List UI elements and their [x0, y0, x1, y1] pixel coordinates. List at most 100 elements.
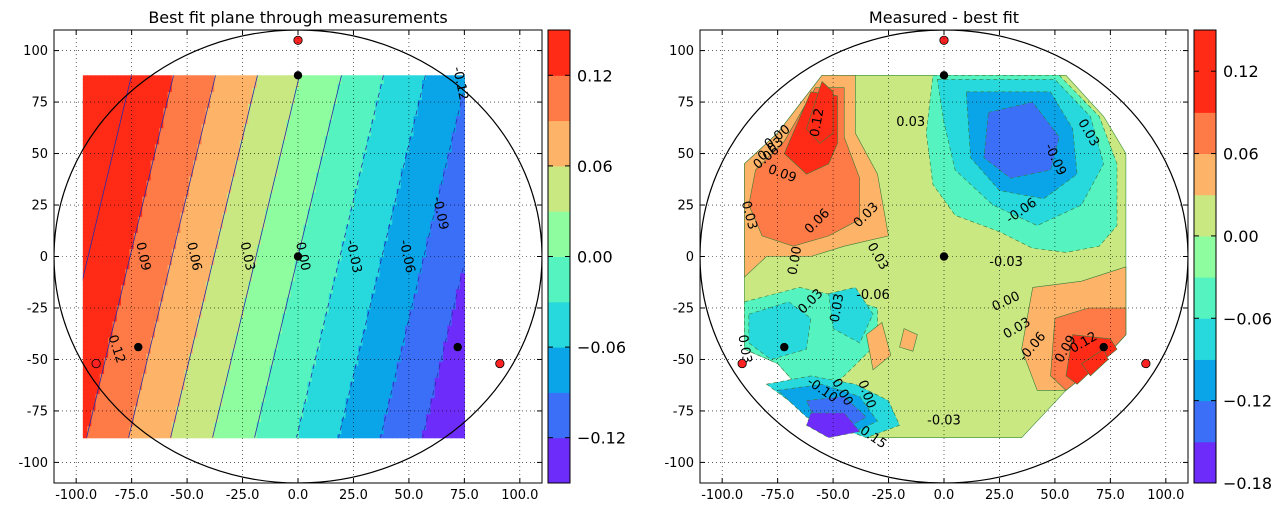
- contour-cell: [222, 304, 228, 310]
- contour-cell: [146, 357, 152, 362]
- contour-cell: [87, 232, 92, 237]
- contour-cell: [286, 99, 292, 105]
- contour-cell: [159, 421, 164, 427]
- contour-cell: [299, 272, 304, 278]
- contour-cell: [82, 83, 88, 88]
- contour-cell: [197, 123, 203, 129]
- contour-cell: [129, 95, 135, 101]
- contour-cell: [201, 167, 207, 173]
- contour-cell: [82, 304, 88, 310]
- contour-cell: [265, 107, 270, 113]
- contour-cell: [171, 171, 177, 177]
- contour-cell: [142, 280, 148, 286]
- contour-cell: [265, 228, 270, 233]
- contour-cell: [99, 377, 105, 382]
- contour-cell: [163, 200, 169, 205]
- contour-cell: [193, 361, 198, 366]
- contour-cell: [273, 232, 279, 237]
- contour-cell: [286, 175, 292, 181]
- contour-cell: [91, 208, 97, 213]
- contour-cell: [248, 292, 254, 298]
- contour-cell: [197, 369, 203, 374]
- contour-cell: [311, 280, 317, 286]
- contour-cell: [197, 163, 203, 169]
- contour-cell: [116, 179, 122, 185]
- contour-cell: [116, 320, 122, 326]
- contour-cell: [197, 99, 203, 105]
- contour-cell: [108, 179, 114, 185]
- contour-cell: [167, 179, 173, 185]
- contour-cell: [214, 175, 220, 181]
- contour-cell: [154, 276, 160, 282]
- contour-cell: [142, 184, 148, 189]
- contour-cell: [282, 184, 287, 189]
- contour-cell: [91, 365, 97, 370]
- contour-cell: [277, 272, 283, 278]
- contour-cell: [222, 316, 228, 322]
- contour-cell: [112, 252, 118, 258]
- contour-cell: [171, 155, 177, 161]
- contour-cell: [265, 357, 270, 362]
- contour-cell: [315, 292, 321, 298]
- contour-cell: [265, 320, 270, 326]
- contour-cell: [269, 208, 275, 213]
- contour-cell: [243, 349, 249, 354]
- contour-cell: [95, 353, 101, 358]
- contour-cell: [226, 413, 232, 419]
- contour-cell: [163, 179, 169, 185]
- contour-cell: [248, 248, 254, 254]
- contour-cell: [252, 333, 258, 338]
- contour-cell: [311, 95, 317, 101]
- contour-cell: [243, 401, 249, 407]
- contour-cell: [315, 337, 321, 342]
- contour-cell: [159, 353, 164, 358]
- contour-cell: [205, 284, 211, 290]
- contour-cell: [171, 248, 177, 254]
- contour-cell: [154, 208, 160, 213]
- contour-cell: [163, 365, 169, 370]
- contour-cell: [252, 272, 258, 278]
- contour-cell: [120, 381, 126, 386]
- contour-cell: [265, 103, 270, 109]
- contour-cell: [142, 288, 148, 294]
- contour-cell: [104, 300, 109, 306]
- contour-cell: [142, 147, 148, 153]
- contour-cell: [307, 171, 313, 177]
- contour-cell: [260, 413, 266, 419]
- contour-cell: [277, 337, 283, 342]
- contour-cell: [112, 184, 118, 189]
- contour-cell: [303, 192, 309, 197]
- contour-cell: [142, 312, 148, 318]
- contour-cell: [210, 75, 215, 80]
- contour-cell: [265, 188, 270, 193]
- contour-cell: [239, 433, 245, 439]
- contour-cell: [235, 409, 241, 415]
- contour-cell: [299, 276, 304, 282]
- contour-cell: [87, 228, 92, 233]
- contour-cell: [193, 151, 198, 157]
- contour-cell: [120, 220, 126, 225]
- contour-cell: [210, 196, 215, 201]
- contour-cell: [201, 236, 207, 241]
- contour-cell: [256, 135, 262, 141]
- contour-cell: [248, 373, 254, 378]
- contour-cell: [146, 216, 152, 221]
- contour-cell: [265, 333, 270, 338]
- contour-cell: [137, 341, 143, 346]
- contour-cell: [269, 361, 275, 366]
- contour-cell: [214, 252, 220, 258]
- contour-cell: [239, 361, 245, 366]
- contour-cell: [150, 256, 156, 262]
- contour-cell: [277, 292, 283, 298]
- contour-cell: [193, 244, 198, 250]
- contour-cell: [159, 196, 164, 201]
- contour-cell: [218, 341, 224, 346]
- contour-cell: [112, 393, 118, 399]
- contour-cell: [150, 296, 156, 302]
- contour-cell: [146, 425, 152, 431]
- contour-cell: [286, 228, 292, 233]
- contour-cell: [294, 159, 300, 165]
- contour-cell: [171, 284, 177, 290]
- contour-cell: [243, 276, 249, 282]
- contour-cell: [282, 393, 287, 399]
